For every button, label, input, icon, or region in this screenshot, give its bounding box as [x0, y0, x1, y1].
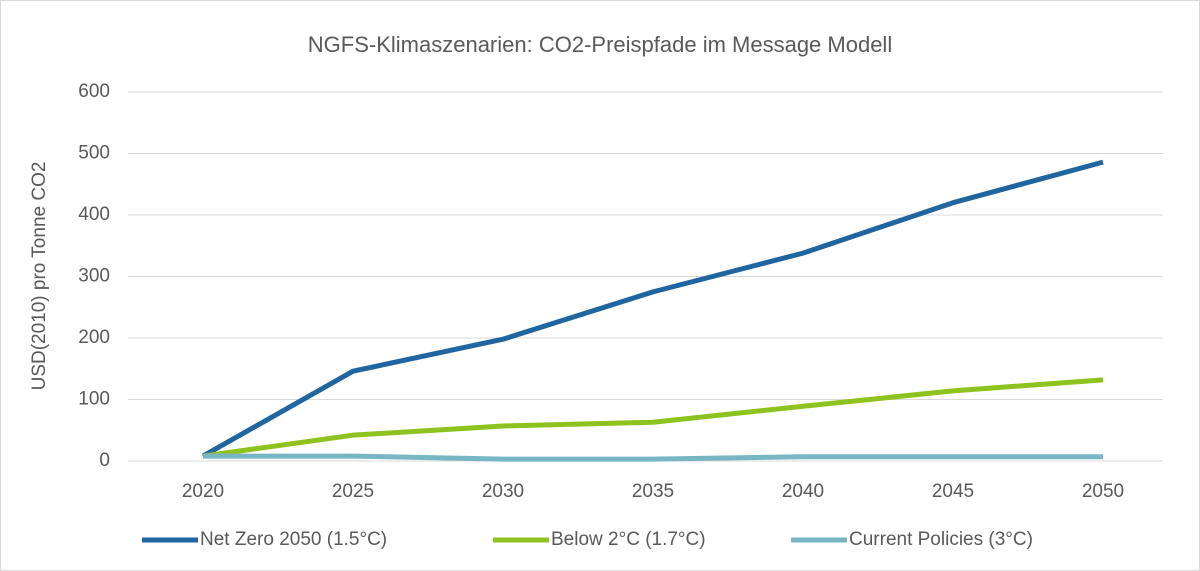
y-tick-label: 600 [78, 81, 110, 102]
legend-label: Current Policies (3°C) [849, 529, 1033, 550]
legend-label: Below 2°C (1.7°C) [551, 529, 706, 550]
y-tick-label: 500 [78, 143, 110, 164]
x-tick-label: 2040 [782, 481, 824, 502]
y-tick-label: 300 [78, 266, 110, 287]
y-axis-label: USD(2010) pro Tonne CO2 [29, 162, 50, 391]
x-tick-label: 2035 [632, 481, 674, 502]
x-tick-label: 2025 [332, 481, 374, 502]
y-tick-label: 200 [78, 327, 110, 348]
x-tick-label: 2045 [932, 481, 974, 502]
line-series [202, 377, 1104, 459]
chart-title: NGFS-Klimaszenarien: CO2-Preispfade im M… [308, 32, 892, 57]
legend-label: Net Zero 2050 (1.5°C) [200, 529, 387, 550]
x-tick-label: 2050 [1082, 481, 1124, 502]
y-tick-label: 0 [99, 450, 110, 471]
x-tick-label: 2020 [182, 481, 224, 502]
x-tick-label: 2030 [482, 481, 524, 502]
line-series [203, 453, 1103, 462]
line-series [201, 159, 1104, 459]
y-tick-label: 100 [78, 389, 110, 410]
y-tick-label: 400 [78, 204, 110, 225]
